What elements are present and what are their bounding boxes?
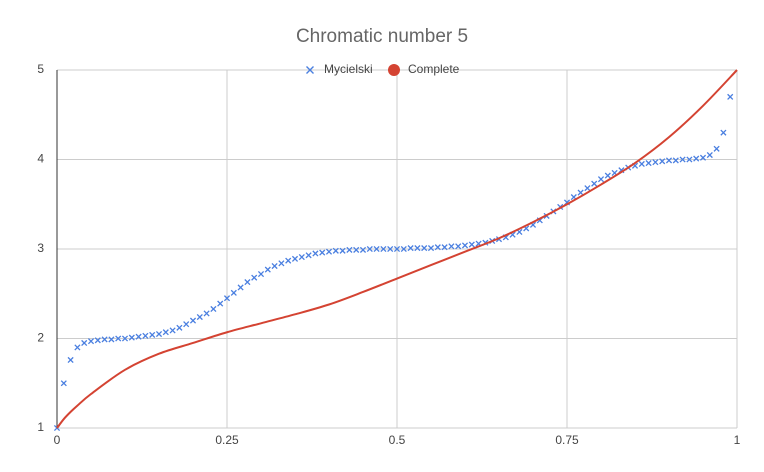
marker — [264, 266, 271, 273]
x-tick-label: 0.75 — [555, 433, 579, 447]
legend-marker — [306, 66, 314, 74]
marker — [176, 324, 183, 331]
marker — [162, 329, 169, 336]
marker — [74, 344, 81, 351]
marker — [183, 321, 190, 328]
marker — [387, 245, 394, 253]
marker — [645, 160, 652, 167]
y-tick-label: 2 — [37, 331, 44, 345]
legend-marker — [388, 64, 400, 76]
marker — [210, 305, 217, 313]
marker — [257, 271, 265, 278]
marker — [135, 333, 142, 340]
x-tick-label: 0 — [54, 433, 61, 447]
marker — [713, 145, 720, 152]
marker — [142, 332, 149, 339]
marker — [604, 172, 611, 179]
marker — [597, 176, 605, 183]
marker — [319, 249, 326, 256]
marker — [380, 245, 387, 253]
marker — [101, 336, 108, 343]
marker — [339, 247, 346, 254]
marker — [251, 274, 258, 281]
marker — [591, 180, 598, 187]
marker — [346, 246, 353, 253]
marker — [60, 380, 67, 387]
marker — [577, 189, 584, 196]
marker — [81, 339, 88, 347]
x-tick-label: 0.25 — [215, 433, 239, 447]
marker — [366, 245, 373, 253]
marker — [468, 241, 475, 248]
chart-title: Chromatic number 5 — [296, 26, 468, 47]
marker — [659, 158, 666, 165]
marker — [672, 157, 679, 164]
marker — [305, 252, 312, 259]
marker — [455, 243, 462, 250]
y-tick-label: 3 — [37, 241, 44, 255]
marker — [189, 317, 197, 324]
marker — [686, 156, 693, 163]
line — [56, 69, 738, 429]
marker — [727, 93, 734, 100]
marker — [149, 331, 156, 338]
marker — [244, 279, 251, 286]
marker — [434, 244, 441, 251]
marker — [720, 129, 727, 136]
marker — [706, 151, 713, 159]
x-tick-label: 0.5 — [389, 433, 406, 447]
marker — [679, 156, 686, 163]
marker — [298, 253, 305, 261]
marker — [67, 356, 74, 364]
marker — [203, 310, 210, 317]
marker — [230, 289, 237, 296]
marker — [353, 246, 360, 253]
marker — [699, 154, 707, 161]
marker — [278, 260, 285, 267]
x-tick-label: 1 — [734, 433, 741, 447]
y-tick-label: 5 — [37, 62, 44, 76]
marker — [427, 245, 435, 252]
marker — [421, 245, 428, 252]
marker — [108, 336, 115, 343]
marker — [291, 255, 299, 262]
marker — [325, 248, 333, 255]
marker — [461, 242, 469, 249]
legend-label: Mycielski — [324, 62, 373, 76]
marker — [94, 337, 101, 344]
marker — [359, 246, 367, 253]
marker — [373, 245, 380, 253]
marker — [393, 245, 401, 253]
marker — [237, 284, 244, 291]
marker — [285, 257, 292, 264]
marker — [121, 335, 129, 342]
marker — [217, 300, 224, 307]
y-tick-label: 4 — [37, 152, 44, 166]
marker — [693, 155, 700, 162]
marker — [87, 338, 95, 345]
marker — [155, 330, 163, 338]
marker — [448, 243, 455, 250]
marker — [332, 247, 339, 254]
marker — [312, 250, 319, 257]
marker — [169, 327, 176, 334]
marker — [407, 245, 414, 252]
marker — [665, 157, 673, 164]
marker — [128, 334, 135, 341]
marker — [271, 262, 278, 270]
marker — [414, 245, 421, 252]
marker — [223, 295, 231, 302]
marker — [652, 159, 659, 166]
legend-label: Complete — [408, 62, 460, 76]
y-tick-label: 1 — [37, 420, 44, 434]
marker — [638, 160, 645, 168]
marker — [115, 335, 122, 342]
marker — [584, 185, 591, 192]
marker — [400, 245, 407, 253]
marker — [441, 244, 448, 251]
marker — [196, 313, 203, 321]
